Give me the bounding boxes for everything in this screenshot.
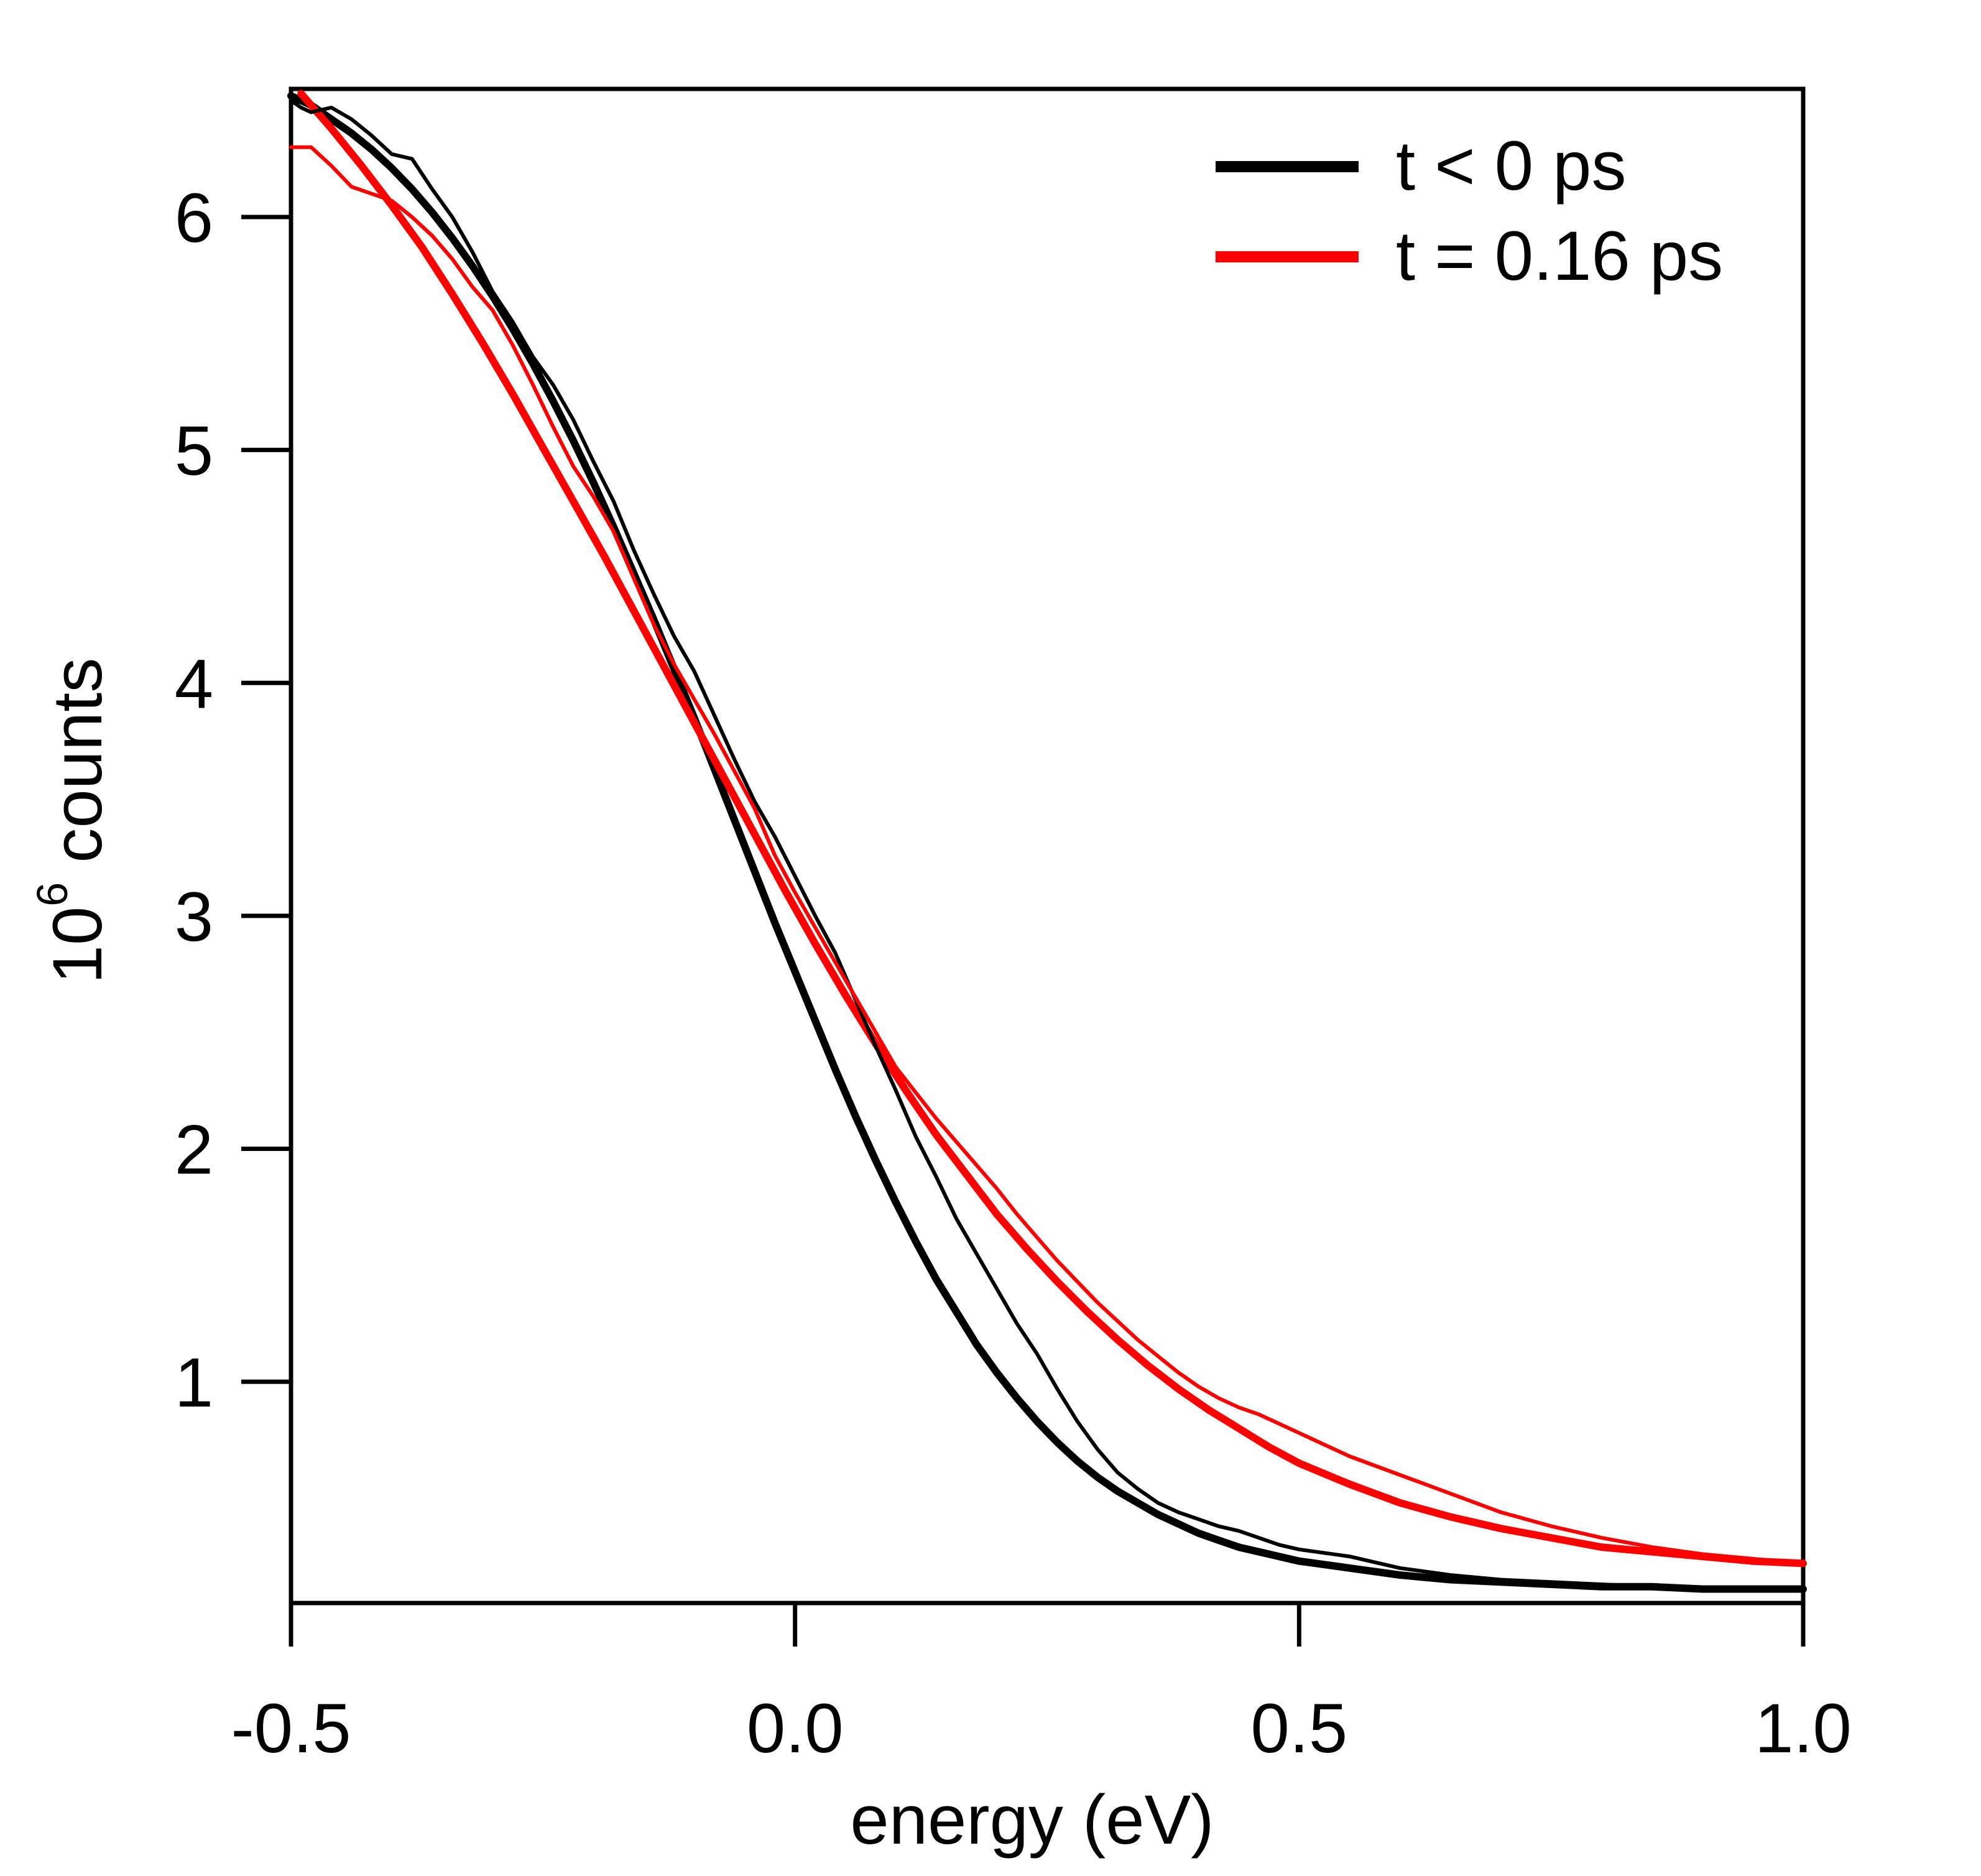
y-tick-label: 5	[175, 412, 213, 490]
y-tick-label: 4	[175, 645, 213, 723]
y-tick-label: 3	[175, 878, 213, 956]
x-tick-label: 1.0	[1755, 1689, 1852, 1767]
y-tick-label: 1	[175, 1344, 213, 1421]
y-tick-label: 6	[175, 179, 213, 257]
series-line-fit-3	[297, 90, 1807, 1568]
x-tick-label: -0.5	[231, 1689, 351, 1767]
series-line-data-2	[289, 145, 1805, 1566]
y-axis-label-base: 10	[39, 907, 116, 984]
y-axis-label-exponent: 6	[28, 882, 76, 907]
x-axis-label: energy (eV)	[850, 1781, 1214, 1859]
legend-label-t-016: t = 0.16 ps	[1396, 217, 1723, 295]
y-tick-label: 2	[175, 1111, 213, 1189]
legend: t < 0 ps t = 0.16 ps	[1216, 127, 1723, 295]
series-layer	[287, 90, 1807, 1593]
legend-label-t-lt-0: t < 0 ps	[1396, 127, 1626, 205]
y-axis-label: 106 counts	[28, 658, 116, 984]
series-line-data-0	[289, 98, 1805, 1591]
axes-layer: -0.5 0.0 0.5 1.0 1 2 3 4 5 6	[175, 86, 1852, 1767]
x-tick-label: 0.0	[747, 1689, 844, 1767]
x-tick-label: 0.5	[1250, 1689, 1347, 1767]
series-line-fit-1	[287, 92, 1807, 1593]
y-axis-label-rest: counts	[39, 658, 116, 882]
labels-layer: energy (eV) 106 counts	[28, 658, 1214, 1859]
plot-frame	[289, 86, 1806, 1606]
